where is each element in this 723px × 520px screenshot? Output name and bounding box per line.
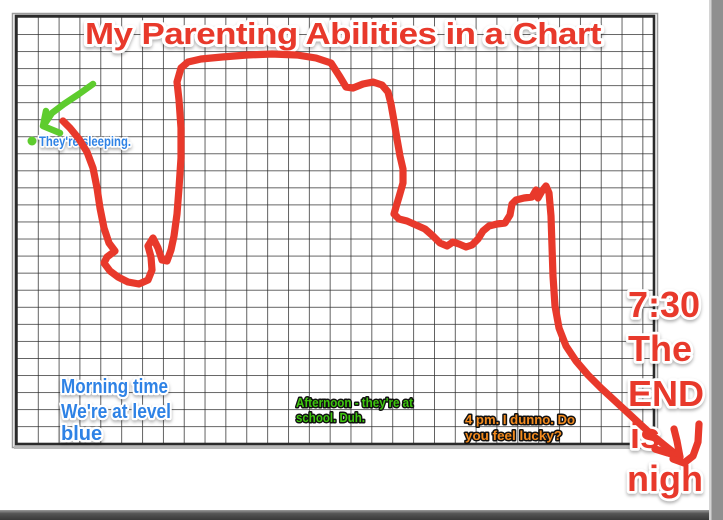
page-edge-highlight — [709, 0, 712, 520]
morning-line-3: blue — [61, 423, 102, 445]
red-arrowhead-icon — [651, 425, 684, 461]
grid-bottom-shadow — [14, 445, 657, 449]
bottom-bar — [0, 510, 723, 520]
end-line-the: The — [628, 328, 692, 369]
red-arrow-hook — [669, 420, 703, 467]
annotation-four-pm: 4 pm. I dunno. Do you feel lucky? — [464, 411, 577, 445]
four-pm-line-1: 4 pm. I dunno. Do — [465, 412, 575, 427]
afternoon-line-1: Afternoon - they're at — [296, 395, 414, 410]
annotation-sleeping: They're sleeping. — [37, 132, 133, 151]
red-scribble-path — [59, 50, 684, 461]
morning-line-1: Morning time — [61, 376, 168, 398]
grid-lines — [17, 17, 653, 443]
right-side-strip — [711, 0, 723, 520]
graph-paper — [11, 12, 659, 449]
morning-line-2: We're at level — [61, 401, 171, 423]
sleeping-label: They're sleeping. — [39, 134, 131, 149]
green-arrow — [27, 80, 97, 146]
end-line-730: 7:30 — [628, 284, 700, 325]
annotation-morning: Morning time We're at level blue — [59, 374, 174, 448]
afternoon-line-2: school. Duh. — [296, 410, 365, 425]
chart-title: My Parenting Abilities in a Chart — [85, 16, 601, 51]
end-line-end: END — [628, 373, 704, 414]
annotation-the-end: 7:30 The END is nigh — [624, 281, 707, 502]
green-dot-marker — [27, 136, 37, 146]
green-arrowhead-icon — [39, 107, 64, 137]
end-line-nigh: nigh — [627, 458, 703, 499]
green-arrow-shaft — [42, 80, 97, 126]
four-pm-line-2: you feel lucky? — [465, 428, 562, 443]
grid-border-frame — [14, 14, 656, 446]
parenting-ability-line — [59, 50, 703, 467]
annotation-afternoon: Afternoon - they're at school. Duh. — [295, 394, 416, 427]
